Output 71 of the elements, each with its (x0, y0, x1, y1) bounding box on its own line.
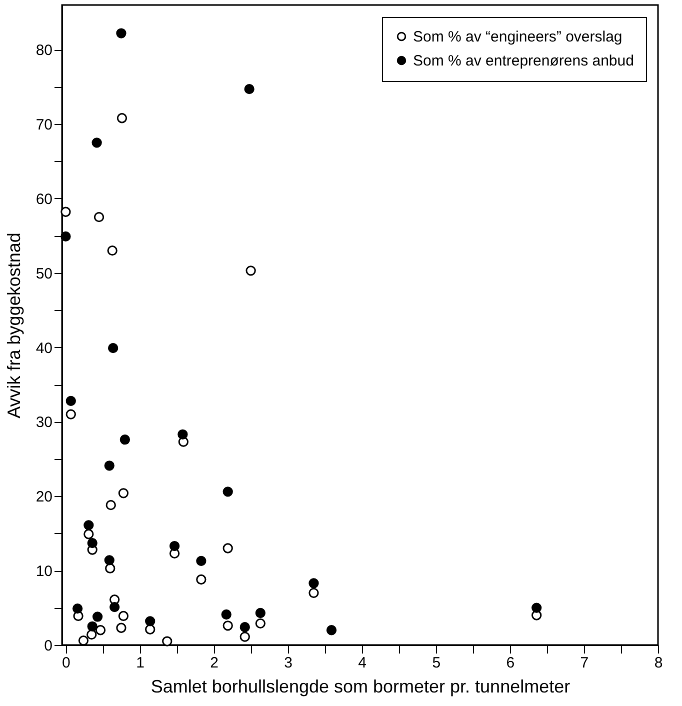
point (105, 563, 116, 574)
point (118, 488, 129, 498)
point (94, 212, 104, 222)
y-axis-title: Avvik fra byggekostnad (4, 232, 24, 418)
point (145, 624, 156, 634)
y-tick-label: 30 (36, 414, 52, 432)
y-tick-label: 70 (36, 116, 52, 134)
y-tick-label: 50 (36, 265, 52, 282)
point (222, 543, 233, 554)
point (120, 434, 130, 445)
point (104, 555, 114, 566)
point (106, 500, 116, 510)
x-tick-label: 0 (62, 654, 70, 672)
point (196, 556, 206, 566)
point (221, 609, 232, 620)
x-tick-label: 2 (210, 654, 218, 672)
point (95, 625, 106, 636)
point (84, 529, 94, 540)
y-tick-label: 20 (36, 488, 52, 506)
point (244, 84, 254, 94)
point (118, 610, 129, 622)
point (169, 540, 180, 552)
y-tick-label: 0 (44, 638, 52, 654)
point (92, 612, 103, 622)
point (246, 266, 256, 276)
point (116, 113, 128, 124)
point (87, 538, 98, 548)
x-axis-title: Samlet borhullslengde som bormeter pr. tunnelmeter (150, 676, 570, 696)
point (145, 616, 156, 626)
point (108, 343, 118, 354)
point (240, 622, 250, 632)
point (255, 608, 266, 618)
point (326, 625, 337, 636)
x-tick-label: 3 (284, 654, 292, 672)
point (532, 602, 542, 613)
point (104, 460, 114, 471)
x-tick-label: 5 (432, 654, 441, 672)
point (66, 396, 76, 406)
point (308, 578, 319, 588)
point (60, 206, 71, 217)
point (196, 574, 206, 585)
legend-label: Som % av “engineers” overslag (413, 28, 622, 46)
point (116, 28, 126, 38)
point (255, 618, 266, 628)
x-tick-label: 8 (654, 654, 663, 672)
point (86, 630, 97, 640)
legend-label: Som % av entreprenørens anbud (413, 52, 634, 70)
x-tick-label: 1 (136, 654, 144, 672)
point (240, 632, 250, 642)
point (222, 620, 233, 631)
point (222, 486, 233, 497)
point (66, 409, 76, 420)
point (84, 520, 94, 530)
point (308, 588, 319, 598)
y-tick-label: 40 (36, 340, 52, 357)
point (107, 246, 118, 256)
point (92, 138, 102, 148)
x-tick-label: 4 (358, 654, 367, 672)
y-tick-label: 10 (36, 563, 52, 580)
point (60, 231, 71, 242)
x-tick-label: 6 (506, 654, 515, 672)
point (109, 602, 120, 612)
y-tick-label: 60 (36, 190, 52, 208)
point (72, 603, 83, 614)
point (116, 622, 126, 633)
point (87, 621, 98, 632)
point (78, 635, 89, 646)
x-tick-label: 7 (580, 654, 589, 672)
point (178, 429, 188, 440)
point (162, 636, 172, 646)
y-tick-label: 80 (36, 42, 52, 60)
